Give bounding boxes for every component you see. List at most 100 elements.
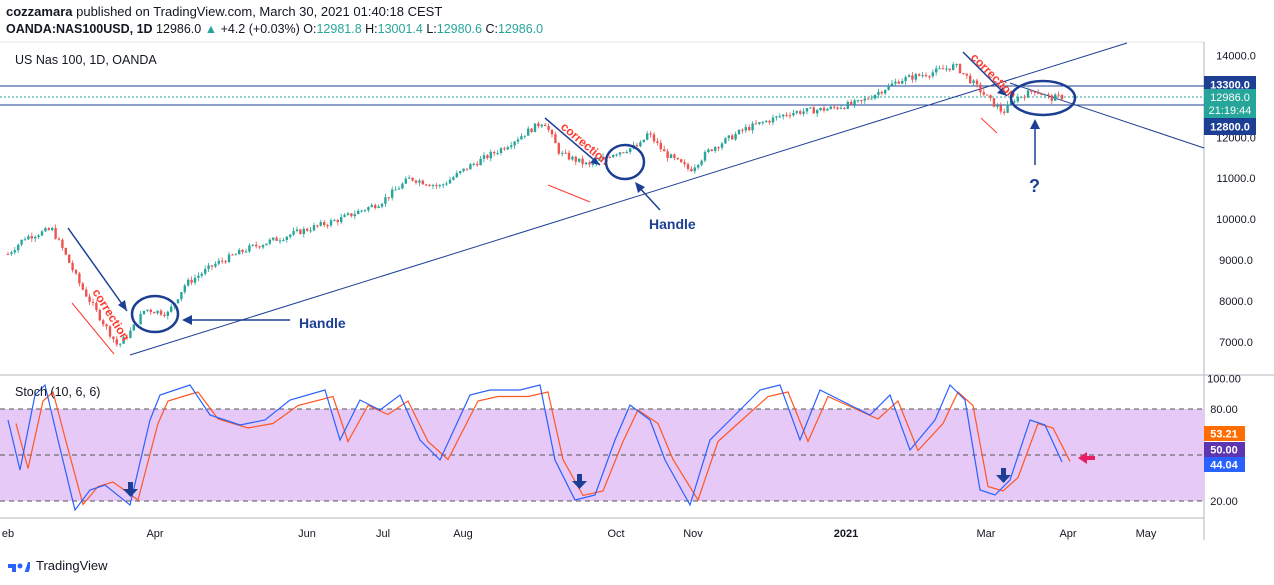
candle-body xyxy=(884,89,887,94)
candle-body xyxy=(751,123,754,131)
candle-body xyxy=(873,94,877,99)
trendline-upper[interactable] xyxy=(129,42,1128,356)
candle-body xyxy=(258,246,261,248)
candle-body xyxy=(54,227,57,239)
candle-body xyxy=(248,245,251,252)
symbol-name[interactable]: OANDA:NAS100USD, 1D xyxy=(6,22,153,36)
candle-body xyxy=(850,101,853,105)
price-tick-label: 7000.0 xyxy=(1219,337,1253,349)
candle-body xyxy=(676,157,679,160)
candle-body xyxy=(125,336,129,338)
price-change: +4.2 (+0.03%) xyxy=(220,22,300,36)
candle-body xyxy=(183,285,186,293)
close-label: C: xyxy=(485,22,498,36)
price-axis[interactable]: 14000.0 12000.0 11000.0 10000.0 9000.0 8000.0… xyxy=(1216,50,1256,349)
candle-body xyxy=(680,159,683,163)
candle-body xyxy=(506,147,509,150)
candle-body xyxy=(938,68,941,70)
candle-body xyxy=(564,152,567,154)
candle-body xyxy=(479,158,482,166)
candle-body xyxy=(418,180,421,183)
candle-body xyxy=(85,289,88,297)
candle-body xyxy=(329,220,333,226)
candle-body xyxy=(472,163,475,165)
correction-line-2 xyxy=(547,184,591,203)
time-tick-label: Nov xyxy=(683,528,703,540)
candle-body xyxy=(986,94,989,96)
stoch-axis[interactable]: 100.00 80.00 20.00 xyxy=(1207,373,1241,508)
candles-group xyxy=(6,62,1064,348)
candle-body xyxy=(975,80,979,85)
candle-body xyxy=(312,225,316,231)
candle-body xyxy=(537,123,540,127)
candle-body xyxy=(625,151,628,153)
price-tick-label: 12000.0 xyxy=(1216,132,1256,144)
candle-body xyxy=(435,185,438,187)
candle-body xyxy=(370,205,373,208)
candle-body xyxy=(945,68,948,70)
candle-body xyxy=(1030,90,1033,92)
arrowhead-2 xyxy=(590,157,600,165)
candle-body xyxy=(282,239,285,241)
candle-body xyxy=(47,228,50,231)
candle-body xyxy=(27,236,30,240)
time-tick-label: eb xyxy=(2,528,14,540)
author-name[interactable]: cozzamara xyxy=(6,4,73,19)
candle-body xyxy=(401,183,404,189)
candle-body xyxy=(251,244,254,246)
candle-body xyxy=(608,156,611,158)
candle-body xyxy=(860,100,863,102)
candle-body xyxy=(989,95,992,99)
candle-body xyxy=(397,188,401,190)
candle-body xyxy=(999,105,1002,112)
candle-body xyxy=(1006,104,1009,113)
candle-body xyxy=(826,108,829,111)
candle-body xyxy=(768,120,771,123)
candle-body xyxy=(782,114,785,117)
candle-body xyxy=(856,100,860,102)
candle-body xyxy=(489,151,492,159)
candle-body xyxy=(421,180,424,185)
candle-body xyxy=(1050,95,1053,101)
stoch-mid-tag xyxy=(1204,442,1245,457)
candle-body xyxy=(904,77,907,81)
candle-body xyxy=(115,339,118,345)
candle-body xyxy=(554,134,557,144)
candle-body xyxy=(550,129,554,135)
footer-brand[interactable]: TradingView xyxy=(8,558,108,573)
candle-body xyxy=(132,324,135,331)
candle-body xyxy=(686,164,690,169)
candle-body xyxy=(992,98,996,107)
lower-level-label: 12800.0 xyxy=(1210,122,1250,134)
candle-body xyxy=(204,269,207,274)
candle-body xyxy=(129,330,132,338)
candle-body xyxy=(598,159,601,161)
candle-body xyxy=(574,156,577,162)
candle-body xyxy=(367,207,370,211)
candle-body xyxy=(156,310,159,314)
candle-body xyxy=(894,81,897,84)
upper-level-label: 13300.0 xyxy=(1210,80,1250,92)
candle-body xyxy=(166,311,169,316)
candle-body xyxy=(176,299,180,304)
candle-body xyxy=(1016,96,1019,102)
time-tick-label: Mar xyxy=(977,528,996,540)
time-tick-label: 2021 xyxy=(834,528,858,540)
candle-body xyxy=(601,156,605,160)
time-axis[interactable]: eb Apr Jun Jul Aug Oct Nov 2021 Mar Apr May xyxy=(2,528,1157,540)
candle-body xyxy=(1060,94,1064,100)
stoch-tick-label: 100.00 xyxy=(1207,373,1241,385)
handle-label-1: Handle xyxy=(299,315,346,331)
candle-body xyxy=(51,227,54,231)
arrowhead-1 xyxy=(118,300,127,311)
candle-body xyxy=(948,68,951,70)
candle-body xyxy=(931,72,934,77)
candle-body xyxy=(928,76,931,78)
time-tick-label: Oct xyxy=(607,528,624,540)
candle-body xyxy=(1023,96,1026,98)
candle-body xyxy=(268,239,271,244)
candle-body xyxy=(455,173,458,178)
candle-body xyxy=(952,64,955,70)
candle-body xyxy=(544,124,547,126)
